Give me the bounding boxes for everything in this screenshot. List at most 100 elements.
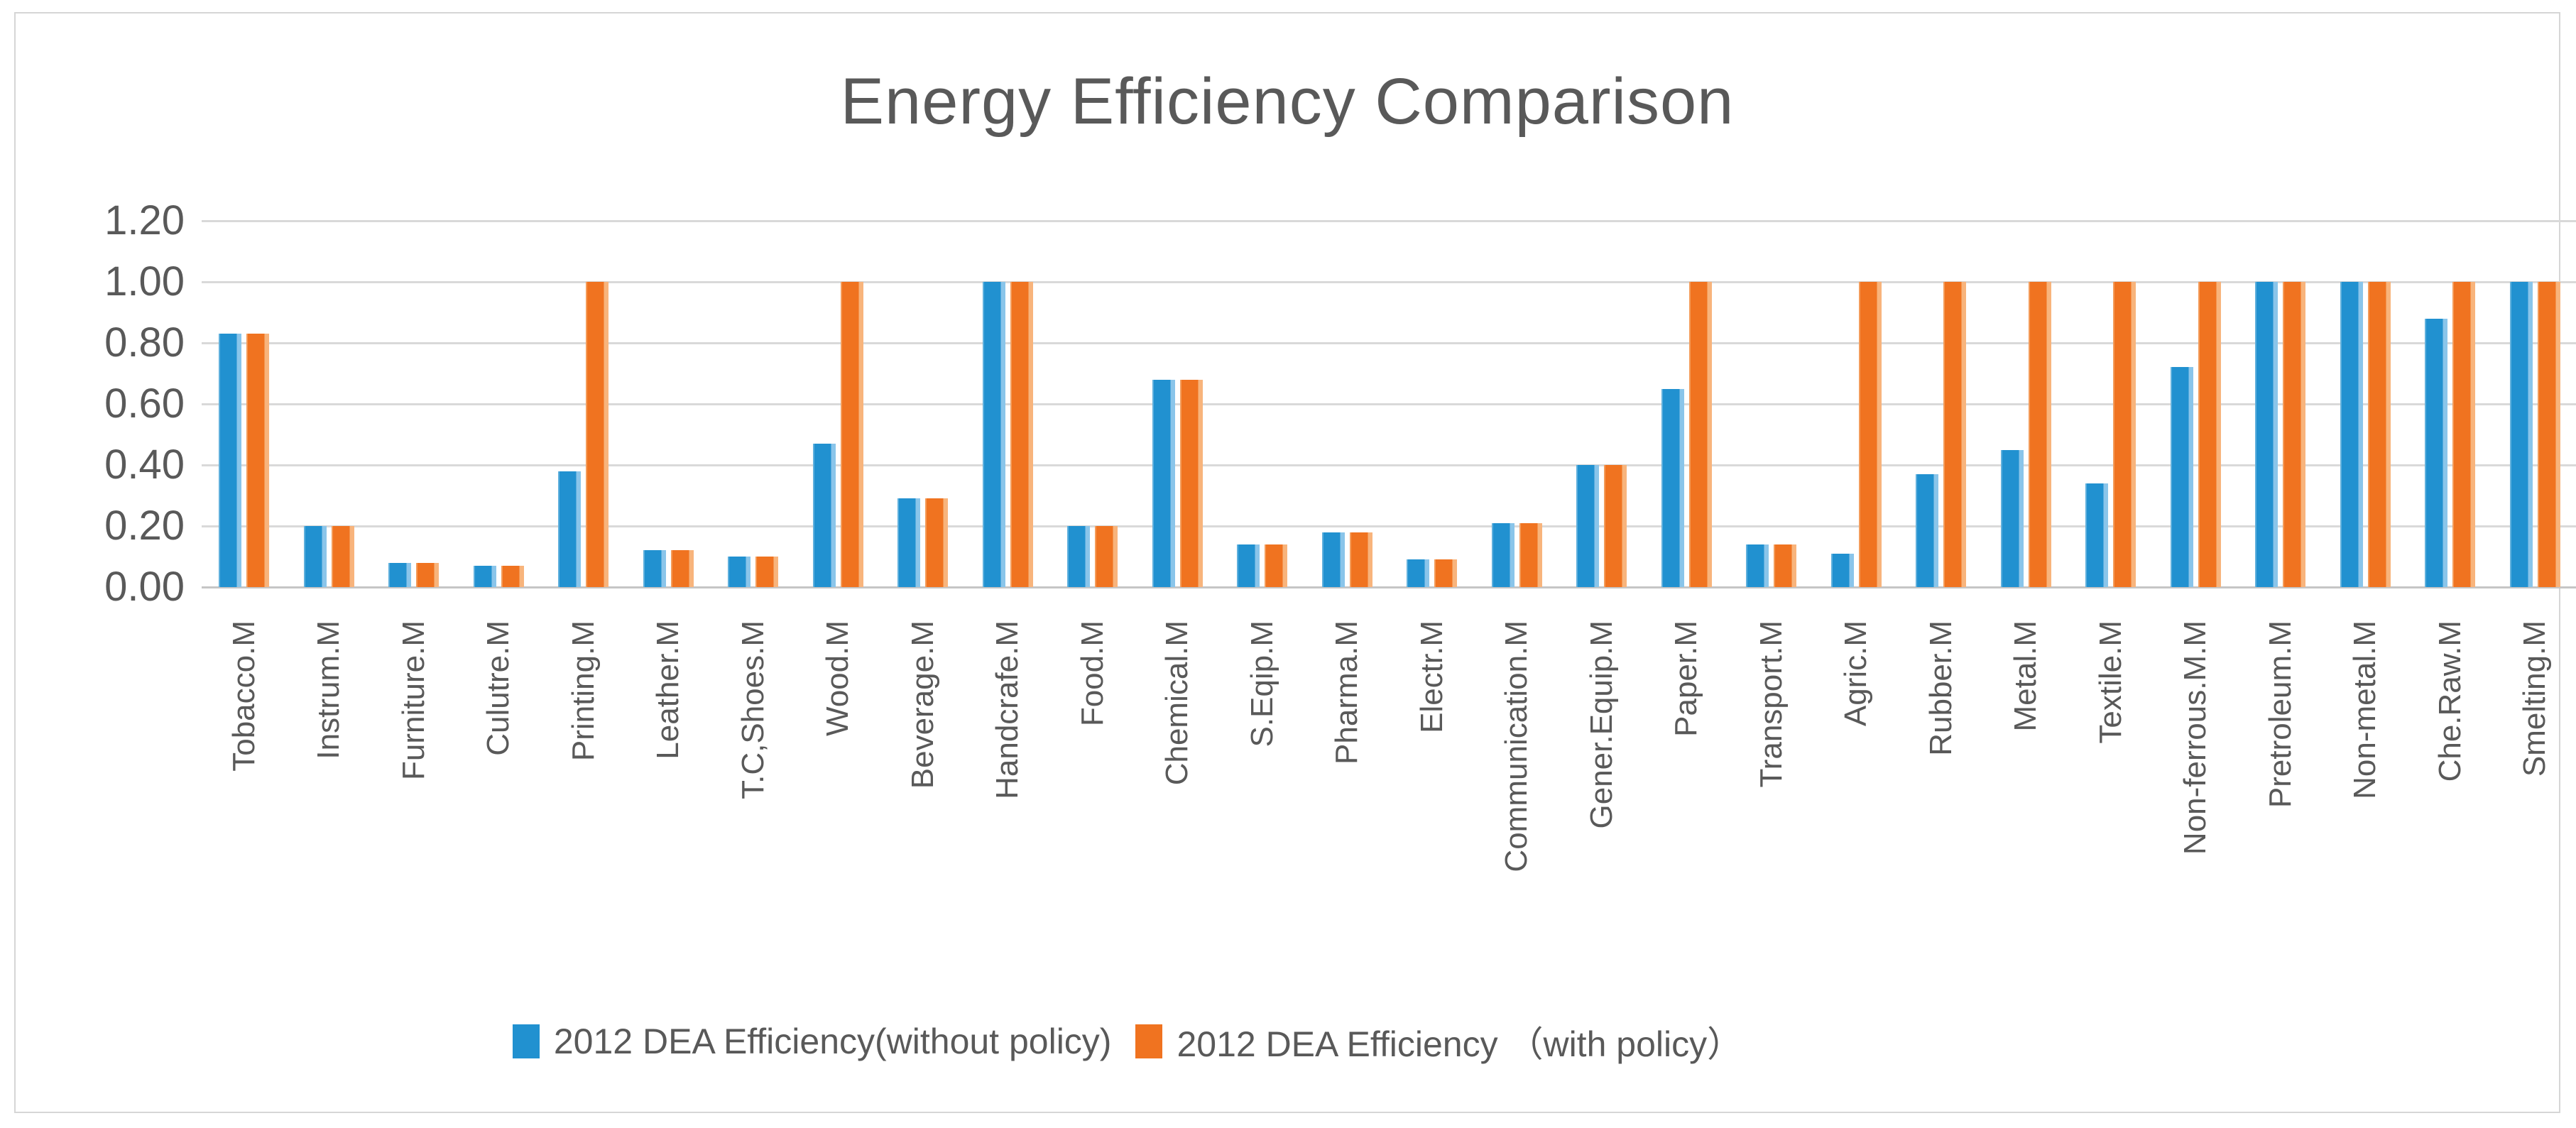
bar-without-policy-Che.Raw.M <box>2425 318 2448 587</box>
x-category-label: Gener.Equip.M <box>1583 620 1619 829</box>
x-category-label: Leather.M <box>650 620 686 760</box>
category-group-Food.M <box>1050 221 1135 587</box>
category-group-Electr.M <box>1390 221 1475 587</box>
x-label-cell: Chemical.M <box>1135 620 1221 1007</box>
x-category-label: Food.M <box>1074 620 1110 727</box>
gridline-1.20 <box>202 220 2576 222</box>
category-group-Metal.M <box>1984 221 2069 587</box>
x-label-cell: Non-metal.M <box>2323 620 2408 1007</box>
category-group-Pretroleum.M <box>2238 221 2323 587</box>
x-label-cell: Pharma.M <box>1305 620 1390 1007</box>
bar-with-policy-T.C,Shoes.M <box>755 557 779 587</box>
bar-without-policy-Smelting.M <box>2509 282 2533 587</box>
bar-with-policy-S.Eqip.M <box>1265 544 1288 587</box>
x-category-label: Communication.M <box>1499 620 1534 872</box>
x-category-label: Smelting.M <box>2517 620 2553 777</box>
category-group-Printing.M <box>541 221 626 587</box>
bar-without-policy-Communication.M <box>1491 522 1515 587</box>
bar-with-policy-Non-metal.M <box>2367 282 2391 587</box>
bar-with-policy-Rubber.M <box>1943 282 1967 587</box>
x-label-cell: Pretroleum.M <box>2238 620 2323 1007</box>
bar-without-policy-Tobacco.M <box>219 334 242 587</box>
bar-with-policy-Pharma.M <box>1349 532 1372 587</box>
x-category-label: Culutre.M <box>481 620 516 756</box>
bar-with-policy-Printing.M <box>586 282 609 587</box>
bar-without-policy-Metal.M <box>2000 449 2024 587</box>
category-group-Agric.M <box>1814 221 1899 587</box>
chart-frame: Energy Efficiency Comparison 1.20 1.00 0.8… <box>14 12 2576 1113</box>
x-label-cell: Agric.M <box>1814 620 1899 1007</box>
bar-with-policy-Handcrafe.M <box>1010 282 1033 587</box>
category-group-Transport.M <box>1729 221 1814 587</box>
legend-item-with-policy: 2012 DEA Efficiency （with policy） <box>1135 1016 1742 1067</box>
x-category-label: Tobacco.M <box>226 620 261 772</box>
bar-with-policy-Furniture.M <box>416 562 440 587</box>
x-category-label: Printing.M <box>565 620 601 762</box>
legend: 2012 DEA Efficiency(without policy) 2012… <box>0 1016 2399 1067</box>
bar-with-policy-Agric.M <box>1858 282 1882 587</box>
legend-swatch-blue <box>512 1024 540 1058</box>
gridline-0.40 <box>202 464 2576 466</box>
category-group-T.C,Shoes.M <box>711 221 796 587</box>
x-label-cell: Food.M <box>1050 620 1135 1007</box>
category-group-S.Eqip.M <box>1220 221 1305 587</box>
x-label-cell: Gener.Equip.M <box>1559 620 1644 1007</box>
x-label-cell: Che.Raw.M <box>2408 620 2493 1007</box>
x-label-cell: Tobacco.M <box>202 620 287 1007</box>
bar-with-policy-Chemical.M <box>1179 379 1203 587</box>
x-category-label: Textile.M <box>2092 620 2128 744</box>
legend-swatch-orange <box>1135 1024 1163 1058</box>
x-category-label: Agric.M <box>1838 620 1874 727</box>
bar-without-policy-Beverage.M <box>897 498 921 587</box>
legend-item-without-policy: 2012 DEA Efficiency(without policy) <box>512 1021 1112 1062</box>
y-tick-label: 0.40 <box>104 442 185 488</box>
bar-without-policy-Instrum.M <box>303 526 327 587</box>
x-label-cell: Communication.M <box>1475 620 1560 1007</box>
legend-label-with-policy: 2012 DEA Efficiency （with policy） <box>1177 1024 1743 1064</box>
x-label-cell: Beverage.M <box>880 620 966 1007</box>
bar-with-policy-Metal.M <box>2028 282 2051 587</box>
x-label-cell: S.Eqip.M <box>1220 620 1305 1007</box>
x-label-cell: Transport.M <box>1729 620 1814 1007</box>
y-tick-label: 1.20 <box>104 197 185 243</box>
x-label-cell: Culutre.M <box>457 620 542 1007</box>
bar-with-policy-Textile.M <box>2113 282 2136 587</box>
x-category-label: Metal.M <box>2008 620 2043 732</box>
x-category-label: Non-metal.M <box>2347 620 2383 799</box>
bar-with-policy-Instrum.M <box>331 526 354 587</box>
category-group-Communication.M <box>1475 221 1560 587</box>
gridline-0.60 <box>202 403 2576 405</box>
x-label-cell: Paper.M <box>1644 620 1730 1007</box>
bar-without-policy-Gener.Equip.M <box>1576 465 1600 587</box>
bar-without-policy-Handcrafe.M <box>982 282 1005 587</box>
category-group-Leather.M <box>626 221 711 587</box>
bar-without-policy-Agric.M <box>1830 553 1854 587</box>
bar-without-policy-Leather.M <box>643 550 666 587</box>
bar-with-policy-Electr.M <box>1434 559 1458 587</box>
x-category-label: Transport.M <box>1753 620 1789 788</box>
bar-without-policy-Furniture.M <box>388 562 412 587</box>
category-group-Rubber.M <box>1899 221 1984 587</box>
y-tick-label: 0.60 <box>104 380 185 427</box>
bar-with-policy-Leather.M <box>670 550 694 587</box>
bar-without-policy-Culutre.M <box>473 565 496 587</box>
x-label-cell: Instrum.M <box>287 620 372 1007</box>
category-group-Culutre.M <box>457 221 542 587</box>
x-category-label: Pretroleum.M <box>2262 620 2298 809</box>
x-label-cell: Handcrafe.M <box>966 620 1051 1007</box>
x-label-cell: Smelting.M <box>2493 620 2576 1007</box>
x-category-label: Rubber.M <box>1923 620 1958 756</box>
category-group-Textile.M <box>2068 221 2154 587</box>
x-category-label: Che.Raw.M <box>2432 620 2467 782</box>
gridline-1.00 <box>202 281 2576 283</box>
x-label-cell: Non-ferrous.M.M <box>2154 620 2239 1007</box>
bar-without-policy-Non-ferrous.M.M <box>2170 367 2193 587</box>
x-label-cell: Textile.M <box>2068 620 2154 1007</box>
legend-label-without-policy: 2012 DEA Efficiency(without policy) <box>553 1022 1112 1061</box>
x-category-label: S.Eqip.M <box>1244 620 1279 748</box>
category-group-Paper.M <box>1644 221 1730 587</box>
y-tick-label: 1.00 <box>104 258 185 305</box>
y-tick-label: 0.00 <box>104 564 185 610</box>
x-label-cell: Printing.M <box>541 620 626 1007</box>
